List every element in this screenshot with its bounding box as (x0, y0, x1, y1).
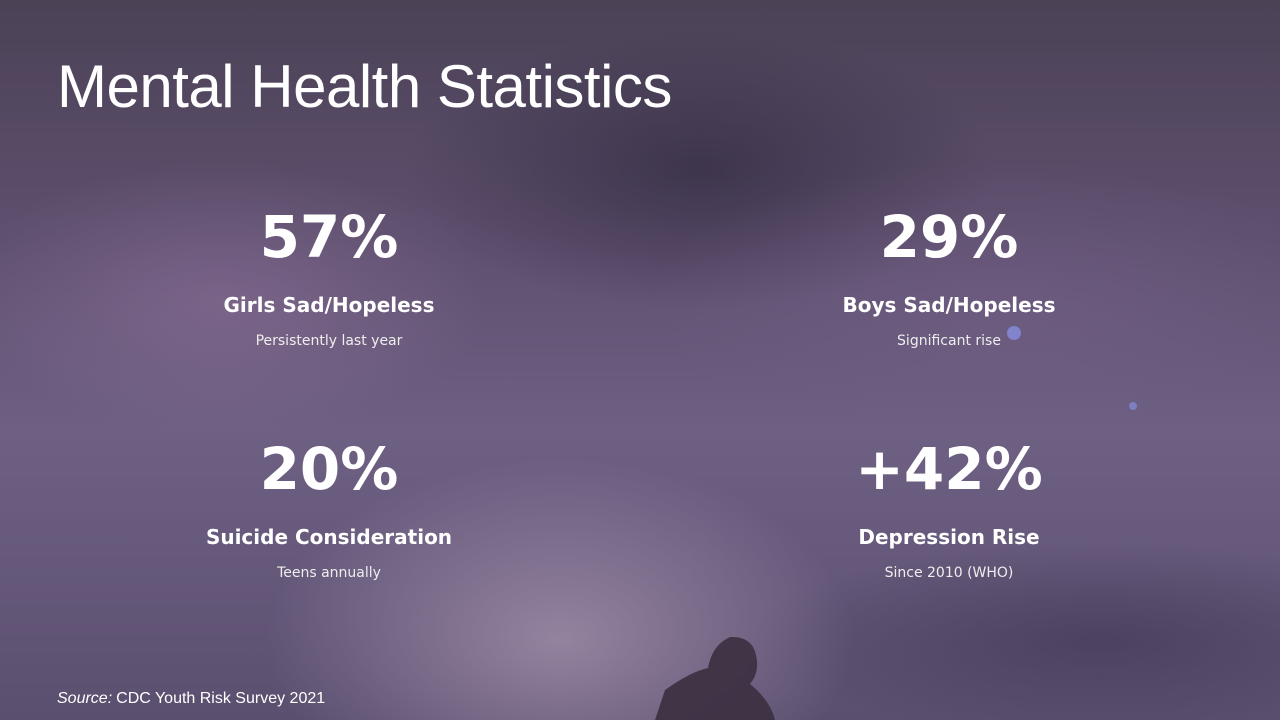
stat-label: Boys Sad/Hopeless (842, 293, 1056, 317)
stat-label: Depression Rise (858, 525, 1040, 549)
stat-value: +42% (855, 435, 1043, 503)
stat-description: Persistently last year (255, 333, 403, 349)
stat-card: 57% Girls Sad/Hopeless Persistently last… (119, 202, 539, 350)
title: Mental Health Statistics (57, 53, 672, 120)
stat-value: 20% (259, 435, 399, 503)
stat-description: Since 2010 (WHO) (884, 565, 1014, 581)
source: Source: CDC Youth Risk Survey 2021 (57, 690, 325, 708)
stat-value: 57% (259, 203, 399, 271)
stat-label: Suicide Consideration (205, 525, 453, 549)
stat-description: Teens annually (277, 565, 381, 581)
source-text: CDC Youth Risk Survey 2021 (116, 690, 326, 707)
stat-description: Significant rise (897, 333, 1001, 349)
stat-label: Girls Sad/Hopeless (223, 293, 435, 317)
source-prefix: Source: (57, 690, 113, 707)
stat-card: 20% Suicide Consideration Teens annually (119, 434, 539, 582)
stat-value: 29% (879, 203, 1019, 271)
stat-card: +42% Depression Rise Since 2010 (WHO) (739, 434, 1159, 582)
stat-card: 29% Boys Sad/Hopeless Significant rise (739, 202, 1159, 350)
